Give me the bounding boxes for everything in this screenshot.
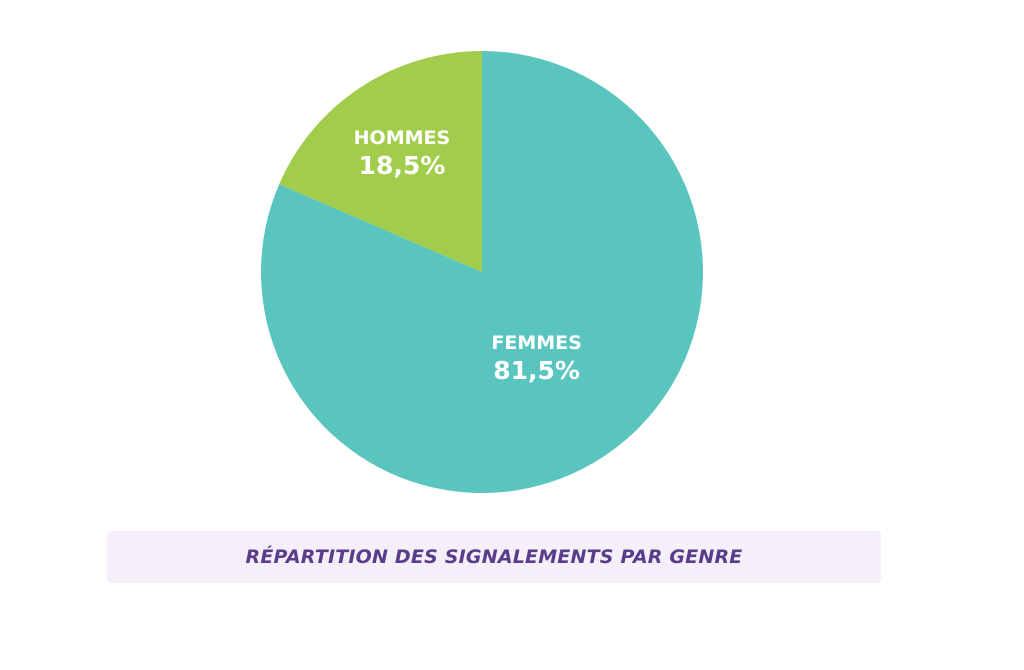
slice-value-femmes: 81,5% — [493, 356, 580, 385]
pie-slices — [261, 51, 703, 493]
slice-value-hommes: 18,5% — [359, 151, 446, 180]
chart-caption: RÉPARTITION DES SIGNALEMENTS PAR GENRE — [245, 546, 743, 568]
pie-slice-hommes — [279, 51, 482, 272]
slice-label-femmes: FEMMES — [491, 332, 581, 354]
slice-label-hommes: HOMMES — [354, 127, 451, 149]
chart-caption-bar: RÉPARTITION DES SIGNALEMENTS PAR GENRE — [107, 531, 881, 583]
